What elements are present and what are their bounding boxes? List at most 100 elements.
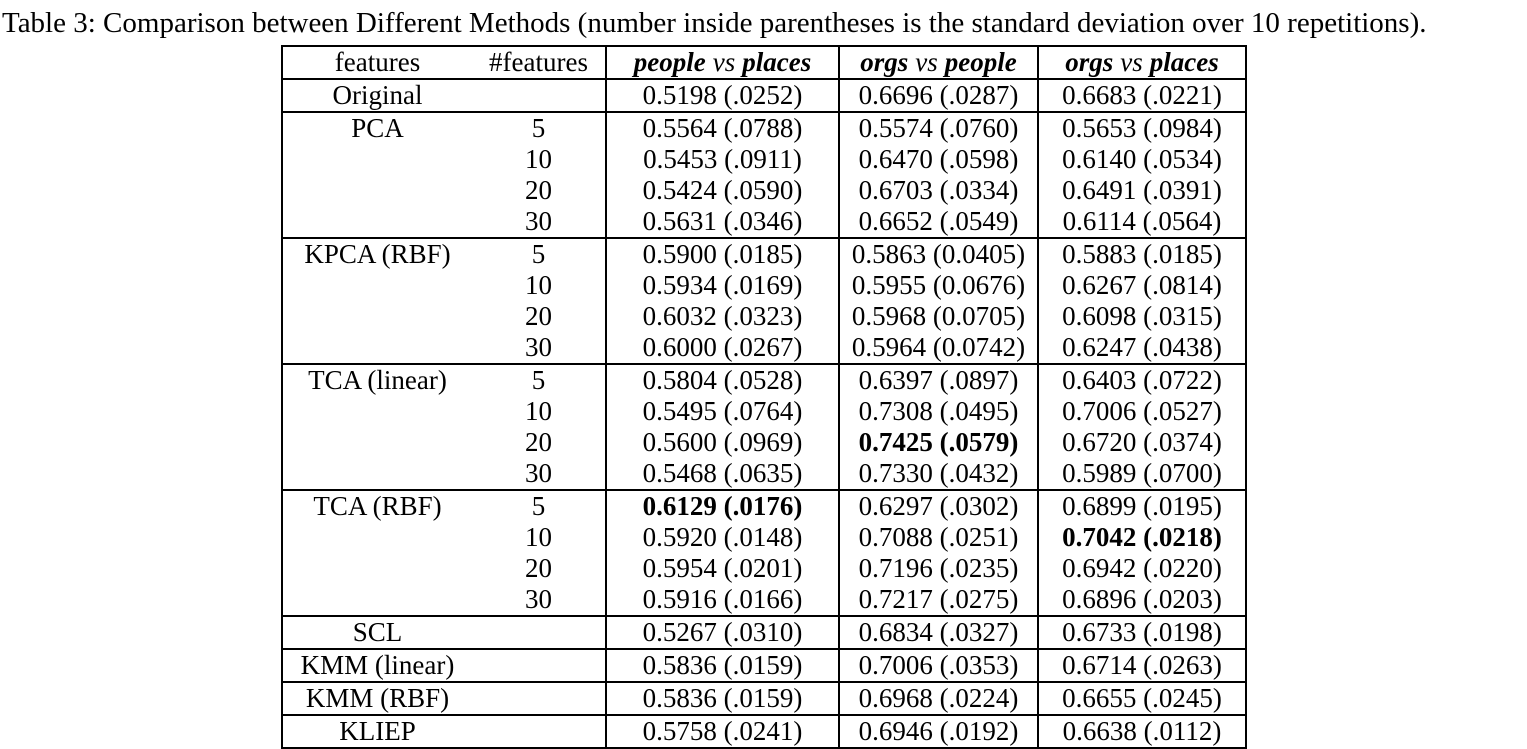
value-cell: 0.6834 (.0327) (839, 615, 1039, 649)
value-cell: 0.6267 (.0814) (1062, 270, 1222, 300)
method-cell (282, 396, 472, 427)
value-cell: 0.5920 (.0148) (606, 522, 840, 553)
table-row: 30 0.5631 (.0346) 0.6652 (.0549) 0.6114 (.0… (282, 206, 1246, 238)
method-cell (282, 458, 472, 490)
num-features-cell (472, 681, 607, 715)
value-cell: 0.5934 (.0169) (606, 270, 840, 301)
value-cell: 0.6000 (.0267) (606, 332, 840, 364)
header-pair-left: orgs (1065, 47, 1114, 77)
value-cell: 0.6896 (.0203) (1062, 584, 1222, 614)
num-features-cell: 30 (472, 206, 607, 238)
col-header-orgs-vs-places: orgs vs places (1038, 46, 1246, 80)
value-cell: 0.6129 (.0176) (606, 489, 840, 522)
method-cell (282, 332, 472, 364)
table-row: 20 0.5954 (.0201) 0.7196 (.0235) 0.6942 (.0… (282, 553, 1246, 584)
value-cell: 0.5989 (.0700) (1062, 458, 1222, 488)
value-cell: 0.5900 (.0185) (606, 237, 840, 270)
value-cell: 0.5453 (.0911) (606, 144, 840, 175)
value-cell: 0.6397 (.0897) (839, 363, 1039, 396)
col-header-people-vs-places: people vs places (606, 46, 840, 80)
value-cell: 0.5600 (.0969) (606, 427, 840, 458)
table-body: Original 0.5198 (.0252) 0.6696 (.0287) 0.66… (282, 78, 1246, 748)
num-features-cell: 30 (472, 584, 607, 616)
num-features-cell (472, 714, 607, 748)
method-cell: PCA (282, 111, 472, 144)
value-cell: 0.7425 (.0579) (839, 427, 1039, 458)
value-cell: 0.5836 (.0159) (606, 681, 840, 715)
header-pair-right: places (1149, 47, 1219, 77)
value-cell: 0.6696 (.0287) (839, 78, 1039, 112)
table-row: KLIEP 0.5758 (.0241) 0.6946 (.0192) 0.6638 … (282, 714, 1246, 748)
value-cell: 0.7330 (.0432) (839, 458, 1039, 490)
value-cell: 0.6899 (.0195) (1038, 489, 1246, 522)
num-features-cell: 20 (472, 427, 607, 458)
value-cell: 0.6683 (.0221) (1038, 78, 1246, 112)
header-pair-left: people (633, 47, 706, 77)
value-cell: 0.6247 (.0438) (1062, 332, 1222, 362)
num-features-cell (472, 78, 607, 112)
value-cell: 0.6946 (.0192) (839, 714, 1039, 748)
table-row: TCA (RBF) 5 0.6129 (.0176) 0.6297 (.0302) 0.… (282, 489, 1246, 522)
value-cell: 0.5883 (.0185) (1038, 237, 1246, 270)
num-features-cell: 5 (472, 489, 607, 522)
value-cell: 0.5424 (.0590) (606, 175, 840, 206)
value-cell: 0.5267 (.0310) (606, 615, 840, 649)
method-cell: TCA (RBF) (282, 489, 472, 522)
value-cell: 0.5804 (.0528) (606, 363, 840, 396)
num-features-cell (472, 648, 607, 682)
col-header-orgs-vs-people: orgs vs people (839, 46, 1039, 80)
value-cell: 0.6714 (.0263) (1038, 648, 1246, 682)
value-cell: 0.7196 (.0235) (839, 553, 1039, 584)
value-cell: 0.7308 (.0495) (839, 396, 1039, 427)
table-row: 30 0.5916 (.0166) 0.7217 (.0275) 0.6896 (.0… (282, 584, 1246, 616)
method-cell: SCL (282, 615, 472, 649)
value-cell: 0.5198 (.0252) (606, 78, 840, 112)
num-features-cell: 20 (472, 553, 607, 584)
value-cell: 0.5863 (0.0405) (839, 237, 1039, 270)
method-cell: KLIEP (282, 714, 472, 748)
method-cell (282, 206, 472, 238)
value-cell: 0.6297 (.0302) (839, 489, 1039, 522)
value-cell: 0.6032 (.0323) (606, 301, 840, 332)
value-cell: 0.7217 (.0275) (839, 584, 1039, 616)
value-cell: 0.6733 (.0198) (1038, 615, 1246, 649)
header-row: features #features people vs places orgs vs… (282, 46, 1246, 80)
value-cell: 0.5955 (0.0676) (839, 270, 1039, 301)
header-pair-right: places (742, 47, 812, 77)
table-row: 10 0.5495 (.0764) 0.7308 (.0495) 0.7006 (.0… (282, 396, 1246, 427)
method-cell: KMM (RBF) (282, 681, 472, 715)
table-row: 20 0.5600 (.0969) 0.7425 (.0579) 0.6720 (.0… (282, 427, 1246, 458)
value-cell: 0.5574 (.0760) (839, 111, 1039, 144)
value-cell: 0.6491 (.0391) (1062, 175, 1222, 205)
header-vs-label: vs (915, 47, 938, 77)
num-features-cell: 20 (472, 175, 607, 206)
value-cell: 0.7042 (.0218) (1062, 522, 1222, 552)
method-cell: KMM (linear) (282, 648, 472, 682)
value-cell: 0.5653 (.0984) (1038, 111, 1246, 144)
header-pair-left: orgs (860, 47, 909, 77)
num-features-cell: 5 (472, 111, 607, 144)
method-cell (282, 584, 472, 616)
value-cell: 0.6114 (.0564) (1062, 206, 1222, 236)
num-features-cell: 10 (472, 522, 607, 553)
table-row: KMM (linear) 0.5836 (.0159) 0.7006 (.0353)… (282, 648, 1246, 682)
num-features-cell (472, 615, 607, 649)
value-cell: 0.5836 (.0159) (606, 648, 840, 682)
method-cell (282, 427, 472, 458)
header-vs-label: vs (1120, 47, 1143, 77)
value-cell: 0.6140 (.0534) (1062, 144, 1222, 174)
value-cell: 0.7006 (.0353) (839, 648, 1039, 682)
table-row: 10 0.5453 (.0911) 0.6470 (.0598) 0.6140 (.0… (282, 144, 1246, 175)
table-row: KPCA (RBF) 5 0.5900 (.0185) 0.5863 (0.0405)… (282, 237, 1246, 270)
value-cell: 0.6098 (.0315) (1062, 301, 1222, 331)
value-cell: 0.5916 (.0166) (606, 584, 840, 616)
method-cell (282, 144, 472, 175)
table-row: 30 0.6000 (.0267) 0.5964 (0.0742) 0.6247 (.… (282, 332, 1246, 364)
method-cell (282, 175, 472, 206)
col-header-num-features: #features (472, 46, 607, 80)
header-pair-right: people (944, 47, 1017, 77)
table-row: SCL 0.5267 (.0310) 0.6834 (.0327) 0.6733 (.… (282, 615, 1246, 649)
num-features-cell: 30 (472, 458, 607, 490)
method-cell (282, 301, 472, 332)
num-features-cell: 5 (472, 363, 607, 396)
